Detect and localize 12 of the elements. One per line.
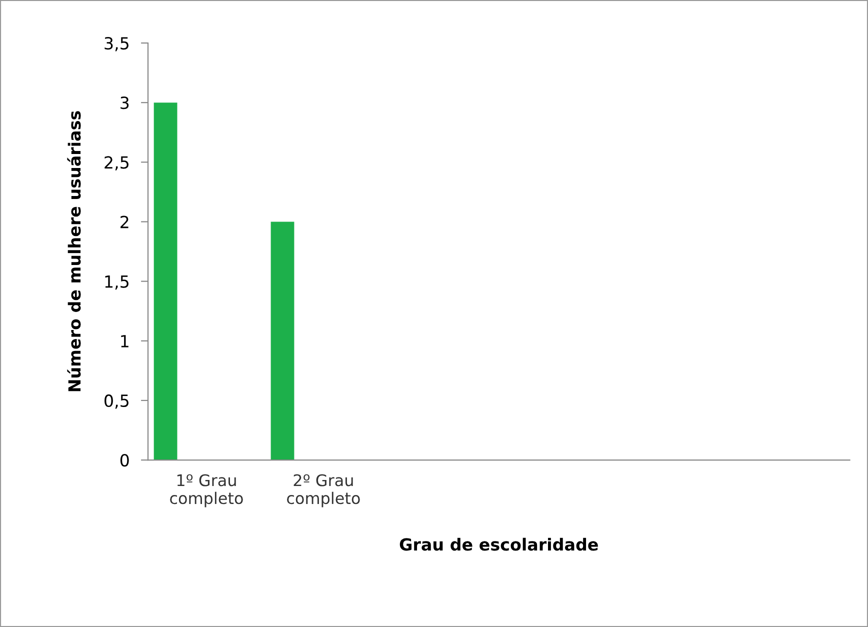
y-tick-label: 3,5 xyxy=(104,36,128,52)
y-tick-label: 3 xyxy=(120,96,129,110)
y-tick-label: 0,5 xyxy=(104,394,128,409)
x-tick-label: 1º Grau completo xyxy=(170,474,243,508)
y-tick-label: 2,5 xyxy=(104,156,128,170)
y-tick-label: 1,5 xyxy=(105,275,128,290)
y-tick-label: 1 xyxy=(121,335,128,348)
y-axis-title: Número de mulhere usuáriass xyxy=(67,111,81,392)
x-tick-label: 2º Grau completo xyxy=(287,474,360,508)
x-axis-title: Grau de escolaridade xyxy=(400,538,598,551)
y-tick-label: 0 xyxy=(120,454,129,467)
y-tick-label: 2 xyxy=(120,216,128,228)
